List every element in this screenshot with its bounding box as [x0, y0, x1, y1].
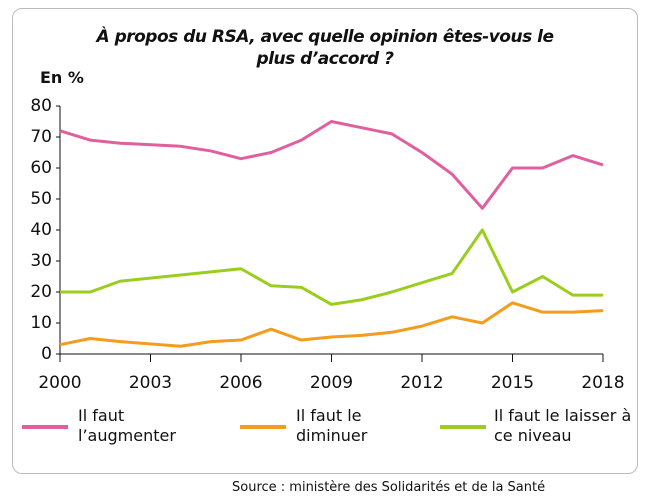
- frame: [12, 8, 638, 474]
- x-tick-label: 2012: [400, 373, 443, 393]
- legend-label: Il faut le laisser à ce niveau: [494, 406, 632, 445]
- x-tick-label: 2000: [38, 373, 81, 393]
- y-tick-label: 20: [30, 282, 52, 302]
- series-line: [60, 228, 603, 306]
- legend-label: Il faut l’augmenter: [78, 406, 176, 445]
- series-line: [59, 301, 604, 348]
- y-axis-label: En %: [40, 68, 84, 87]
- y-tick-label: 80: [30, 96, 52, 116]
- source: Source : ministère des Solidarités et de…: [232, 480, 546, 495]
- x-tick-label: 2006: [219, 373, 262, 393]
- y-tick-label: 60: [30, 158, 52, 178]
- y-tick-label: 0: [41, 344, 52, 364]
- x-tick-label: 2003: [129, 373, 172, 393]
- x-tick-label: 2009: [310, 373, 353, 393]
- x-tick-label: 2018: [581, 373, 624, 393]
- y-tick-label: 70: [30, 127, 52, 147]
- series-line: [59, 120, 604, 210]
- y-tick-label: 30: [30, 251, 52, 271]
- y-tick-label: 50: [30, 189, 52, 209]
- x-tick-label: 2015: [491, 373, 534, 393]
- y-tick-label: 40: [30, 220, 52, 240]
- legend-label: Il faut le diminuer: [296, 406, 368, 445]
- chart-title: À propos du RSA, avec quelle opinion ête…: [96, 27, 554, 69]
- y-tick-label: 10: [30, 313, 52, 333]
